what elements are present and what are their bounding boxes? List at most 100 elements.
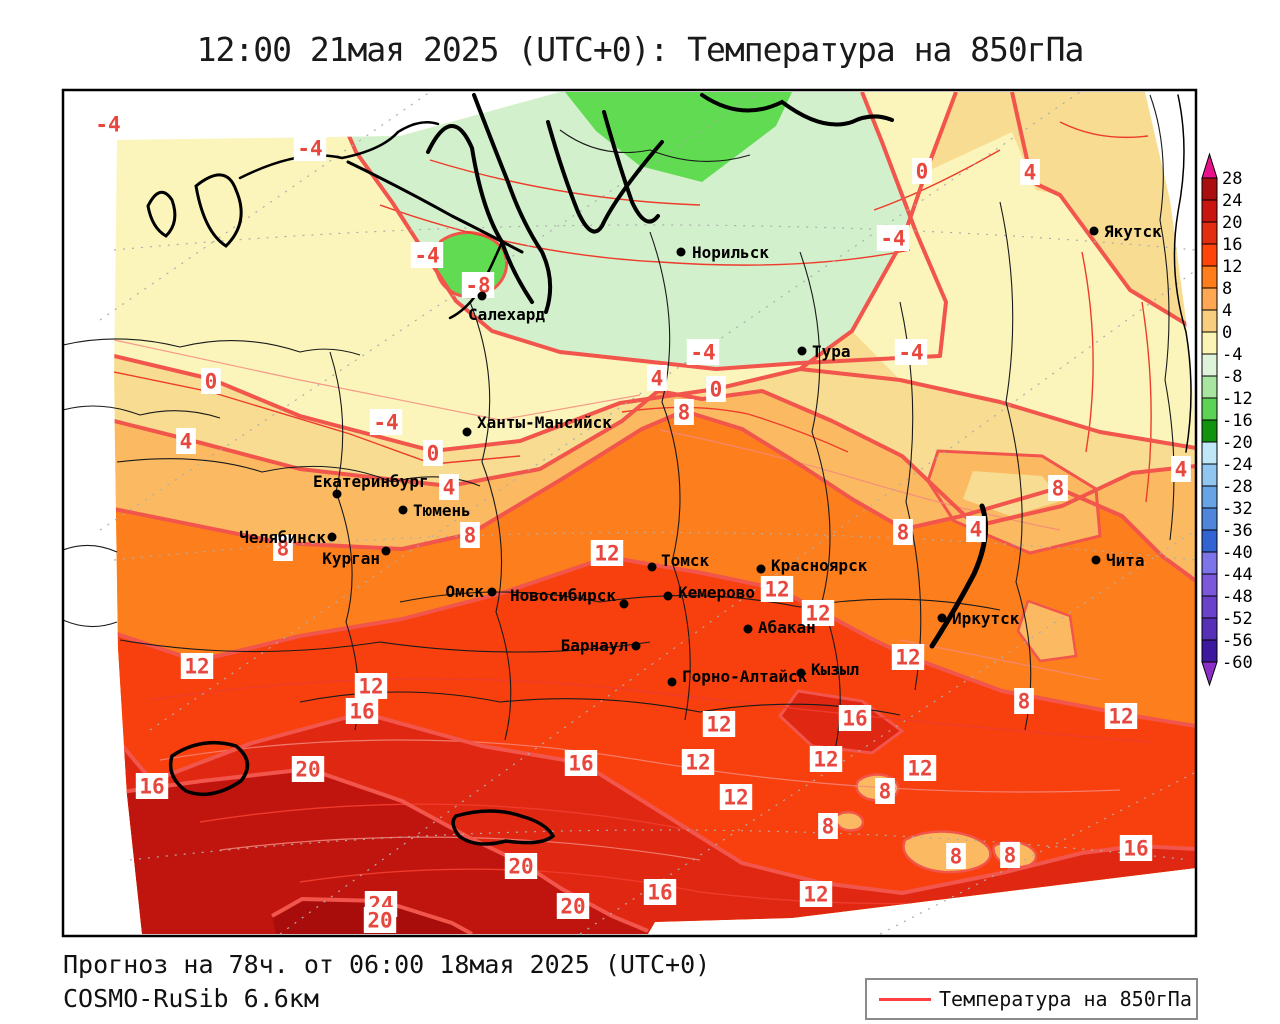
contour-label: 8 [1018,690,1031,714]
contour-label: 8 [897,521,910,545]
contour-label: 4 [970,518,983,542]
city-dot [937,613,947,623]
yenisei-gulf-coast [602,110,660,224]
colorbar-tick-label: -20 [1222,433,1253,453]
city-dot [1089,226,1099,236]
patch-0-4-baikal [963,471,1062,516]
contour-label-box [1014,688,1034,714]
contour-label-box [706,376,726,402]
contour-label: 0 [205,370,218,394]
colorbar-tick-label: -32 [1222,499,1253,519]
contour-label: -4 [297,137,322,161]
city-dot [676,247,686,257]
city-dot [487,587,497,597]
graticule [99,91,1195,935]
contour-thin [873,149,1001,211]
island-coast [146,190,177,238]
border-line [559,129,751,162]
band-20-24 [114,769,648,934]
contour-thin [149,678,1151,743]
colorbar-cell [1201,419,1218,443]
border-line [116,458,481,487]
contour-label: 4 [1175,458,1188,482]
contour-label-box [1048,475,1068,501]
contour-label-box [647,365,667,391]
contour-label: 12 [895,646,920,670]
colorbar-tick-label: 28 [1222,169,1242,189]
contour-label: 16 [842,707,867,731]
contour-label: 20 [367,909,392,933]
city-dot [477,291,487,301]
contour-label: 12 [805,602,830,626]
city-label: Якутск [1104,222,1162,241]
contour-label-box [363,907,397,933]
contour-label: -4 [880,227,905,251]
city-label: Горно-Алтайск [682,667,808,686]
border-line [799,251,841,751]
temperature-field [114,92,1196,934]
contour-label: 8 [1004,844,1017,868]
band-m12-m8-north [565,92,792,182]
colorbar-tick-label: -4 [1222,345,1242,365]
contour-label: 8 [822,815,835,839]
contour-thin [1059,121,1149,139]
contour-4 [114,389,1196,528]
contour-label-box [504,853,538,879]
city-label: Челябинск [239,528,326,547]
city-label: Тюмень [413,501,471,520]
colorbar-cell [1201,595,1218,619]
city-label: Чита [1106,551,1145,570]
city-dot [332,489,342,499]
city-label: Курган [322,549,380,568]
band-m4-0-east [852,132,1196,448]
contour-label-box [410,242,444,268]
contour-label-box [1104,703,1138,729]
border-line [64,544,118,553]
barents-coast [238,121,440,180]
colorbar-cell [1201,441,1218,465]
colorbar-cell [1201,309,1218,333]
contour-label-box [894,339,928,365]
contour-label: 12 [594,542,619,566]
colorbar-tick-label: 24 [1222,191,1242,211]
colorbar-cell [1201,485,1218,509]
contour-label: -4 [414,244,439,268]
city-dot [796,668,806,678]
city-dot [631,641,641,651]
contour-label: -4 [95,113,120,137]
colorbar-cell [1201,639,1218,663]
border-line [64,619,118,628]
contour-label-box [439,474,459,500]
forecast-info: Прогноз на 78ч. от 06:00 18мая 2025 (UTC… [63,950,711,979]
city-label: Красноярск [771,556,868,575]
contour-label: 12 [685,751,710,775]
city-label: Екатеринбург [313,472,429,491]
colorbar-cell [1201,243,1218,267]
contour-label: 8 [1052,477,1065,501]
contour-label: -4 [690,341,715,365]
contour-label-box [876,225,910,251]
colorbar-tick-label: 8 [1222,279,1232,299]
contour-thin [199,803,701,833]
contour-label-box [354,673,388,699]
contour-label: 12 [764,578,789,602]
contour-label-box [201,368,221,394]
taymyr-coast [700,93,894,127]
contour-4-northeast [1010,92,1196,332]
colorbar-tick-label: 0 [1222,323,1232,343]
contour-label-box [686,339,720,365]
colorbar-tick-label: -16 [1222,411,1253,431]
colorbar-cell [1201,177,1218,201]
colorbar-cell [1201,331,1218,355]
contour-label-box [369,409,403,435]
colorbar-tick-label: 4 [1222,301,1232,321]
contour-0-east [799,367,1196,450]
contour-label-box [1020,159,1040,185]
contour-label-box [590,540,624,566]
border-line [999,201,1032,731]
map-frame [61,88,1198,938]
city-dot [381,546,391,556]
contour-faint [159,739,1121,793]
ob-gulf-coast [472,93,553,314]
